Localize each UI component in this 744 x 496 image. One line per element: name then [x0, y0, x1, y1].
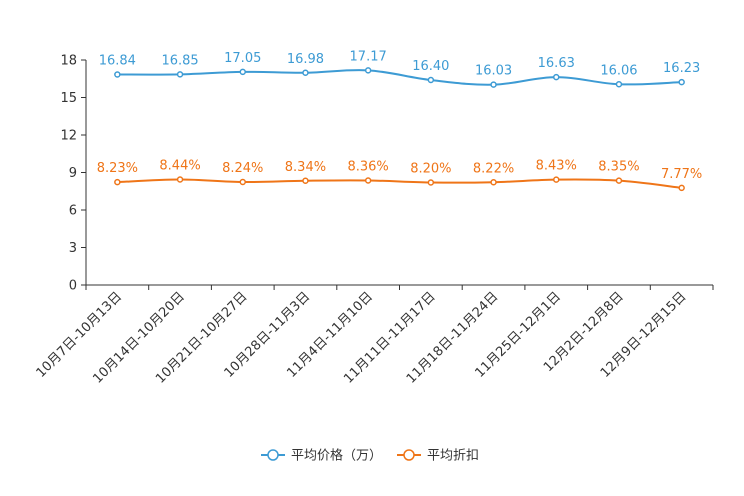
data-point[interactable]: [678, 184, 685, 192]
y-tick-label: 3: [69, 241, 77, 256]
data-label: 7.77%: [661, 167, 702, 182]
data-label: 16.98: [287, 52, 324, 67]
data-point[interactable]: [302, 69, 309, 76]
data-point[interactable]: [114, 71, 121, 78]
legend-item-1[interactable]: 平均折扣: [397, 449, 479, 464]
data-point[interactable]: [427, 179, 435, 186]
data-point[interactable]: [239, 68, 246, 76]
series-line-0[interactable]: [117, 69, 682, 86]
legend-marker-icon: [403, 449, 415, 461]
y-tick-label: 15: [60, 91, 77, 106]
data-label: 16.84: [99, 54, 136, 69]
series-layer: [114, 67, 685, 192]
data-label: 16.03: [475, 64, 512, 79]
data-point[interactable]: [176, 176, 184, 183]
data-label: 17.17: [350, 49, 387, 64]
data-point[interactable]: [176, 71, 184, 78]
legend-label: 平均折扣: [427, 449, 479, 464]
y-tick-label: 18: [60, 54, 77, 69]
legend-label: 平均价格（万）: [291, 448, 382, 464]
data-label: 17.05: [224, 51, 261, 66]
data-point[interactable]: [553, 176, 560, 183]
data-label: 8.24%: [222, 161, 263, 176]
data-point[interactable]: [678, 78, 685, 86]
data-label: 16.40: [412, 59, 449, 74]
axes-layer: 036912151810月7日-10月13日10月14日-10月20日10月21…: [34, 54, 714, 387]
data-label: 8.22%: [473, 161, 514, 176]
data-point[interactable]: [490, 81, 497, 88]
data-label: 8.23%: [97, 161, 138, 176]
data-point[interactable]: [490, 179, 497, 186]
data-point[interactable]: [615, 81, 623, 88]
data-label: 8.34%: [285, 160, 326, 175]
data-point[interactable]: [364, 67, 372, 74]
data-point[interactable]: [114, 178, 121, 186]
series-line-1[interactable]: [117, 178, 682, 189]
y-tick-label: 12: [60, 129, 77, 144]
data-label: 16.63: [538, 56, 575, 71]
data-label: 16.06: [600, 63, 637, 78]
data-label: 8.43%: [536, 159, 577, 174]
legend-marker-icon: [267, 449, 279, 461]
data-point[interactable]: [239, 178, 246, 186]
data-point[interactable]: [364, 177, 372, 184]
y-tick-label: 9: [69, 166, 77, 181]
data-label: 16.85: [161, 53, 198, 68]
y-tick-label: 6: [69, 204, 77, 219]
data-point[interactable]: [615, 177, 623, 184]
legend[interactable]: 平均价格（万） 平均折扣: [261, 448, 479, 464]
data-point[interactable]: [427, 76, 435, 84]
data-point[interactable]: [553, 73, 560, 81]
y-tick-label: 0: [69, 279, 77, 294]
data-labels-layer: 16.84 16.85 17.05 16.98 17.17 16.40 16.03 16.63…: [97, 49, 703, 182]
data-point[interactable]: [302, 177, 309, 184]
legend-item-0[interactable]: 平均价格（万）: [261, 448, 382, 464]
data-label: 8.20%: [410, 162, 451, 177]
data-label: 8.44%: [159, 159, 200, 174]
data-label: 16.23: [663, 61, 700, 76]
data-label: 8.35%: [598, 160, 639, 175]
data-label: 8.36%: [347, 160, 388, 175]
